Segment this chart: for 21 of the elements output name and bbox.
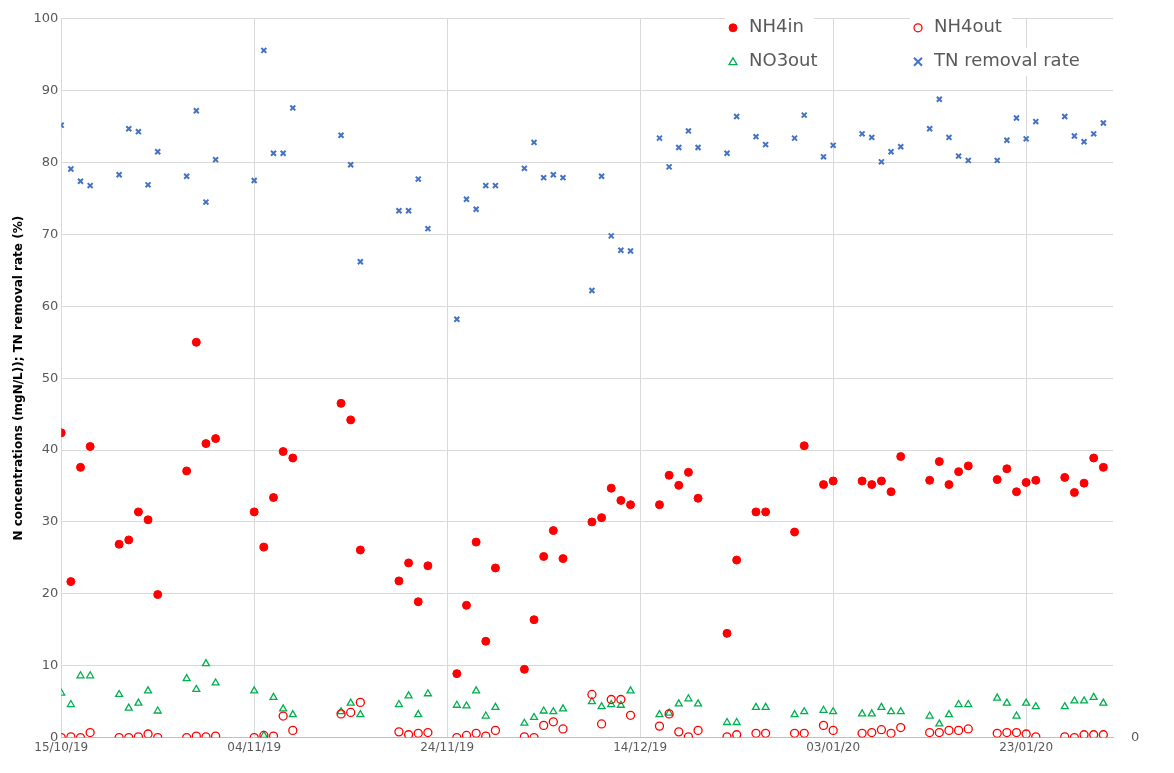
x-tick-label: 24/11/19 [420,739,475,754]
x-tick-label: 04/11/19 [227,739,282,754]
y-tick-label: 20 [41,585,59,601]
x-tick-label: 23/01/20 [999,739,1054,754]
legend-label: NO3out [749,49,818,71]
text: 0 [1131,728,1140,744]
y-tick-label: 30 [41,513,59,529]
legend-label: TN removal rate [933,49,1080,71]
y-axis-title: N concentrations (mgN/L)); TN removal rate (%) [11,215,26,541]
y-tick-label: 40 [41,441,59,457]
legend-label: NH4in [749,15,804,37]
y-tick-label: 10 [41,657,59,673]
y-tick-label: 100 [33,10,59,26]
legend-label: NH4out [934,15,1002,37]
x-tick-label: 14/12/19 [613,739,668,754]
y-tick-label: 60 [41,297,59,313]
y-tick-label: 70 [41,225,59,241]
y-tick-label: 50 [41,369,59,385]
x-tick-label: 03/01/20 [806,739,861,754]
y-tick-label: 90 [41,82,59,98]
y-tick-label: 80 [41,153,59,169]
